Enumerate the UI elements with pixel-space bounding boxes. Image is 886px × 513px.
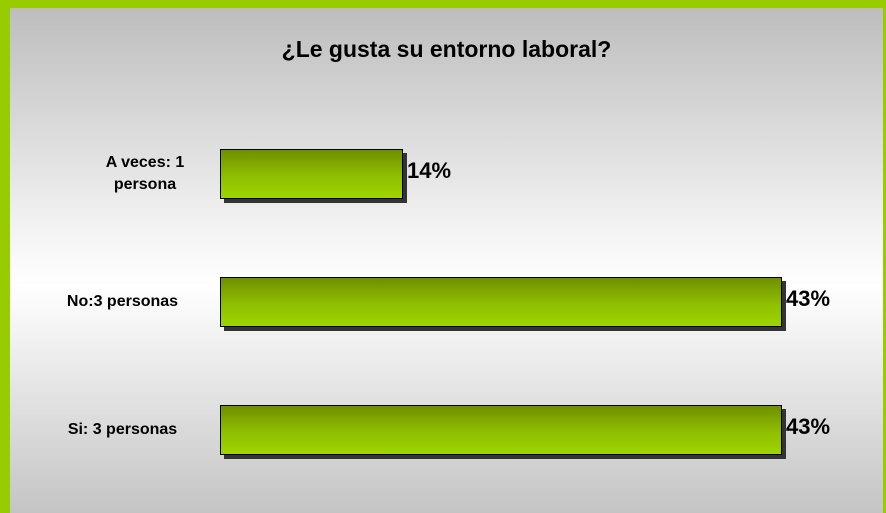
value-label: 43%	[786, 414, 831, 439]
bar	[220, 277, 782, 327]
category-label: A veces: 1 persona	[105, 154, 185, 193]
chart-title: ¿Le gusta su entorno laboral?	[281, 36, 612, 62]
category-label: No:3 personas	[66, 293, 179, 310]
value-label: 43%	[786, 286, 831, 311]
bar	[220, 405, 782, 455]
bar	[220, 149, 403, 199]
category-label: Si: 3 personas	[67, 421, 178, 438]
value-label: 14%	[406, 158, 452, 183]
